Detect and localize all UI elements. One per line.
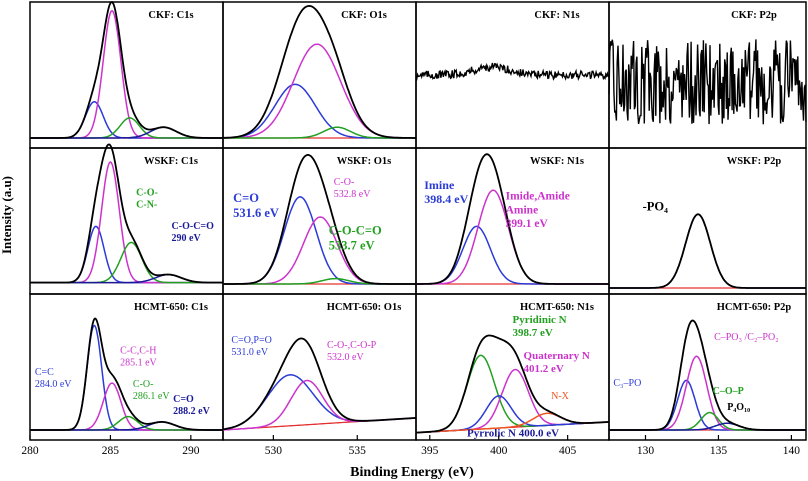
x-tick-label: 535	[349, 445, 367, 457]
panel-frame	[29, 1, 224, 149]
y-axis-label: Intensity (a.u)	[0, 176, 14, 254]
envelope-line	[609, 213, 806, 289]
annotation-label: Quaternary N 401.2 eV	[524, 350, 590, 375]
envelope-line	[416, 153, 609, 285]
annotation-label: C-O-C=O 290 eV	[172, 221, 215, 244]
panel-title: WSKF: N1s	[530, 156, 584, 167]
annotation-label: C=C 284.0 eV	[35, 367, 72, 390]
annotation-label: C-O-,C-O-P 532.0 eV	[327, 340, 377, 363]
panel-title: CKF: P2p	[731, 10, 777, 21]
x-tick-label: 135	[710, 445, 728, 457]
envelope-line	[415, 334, 610, 434]
envelope-line	[222, 4, 416, 139]
peak-pyridinic-n	[415, 354, 610, 434]
envelope-line	[223, 154, 416, 285]
envelope-line	[609, 319, 806, 431]
x-tick-label: 395	[421, 445, 439, 457]
panel-title: HCMT-650: C1s	[134, 302, 208, 313]
peak-c-o-c-o-p	[222, 379, 417, 431]
panel-wskf-n1s: WSKF: N1s Imine 398.4 eV Imide,Amide Amine 39…	[415, 147, 610, 295]
annotation-label: Pyridinic N 398.7 eV	[513, 314, 567, 339]
x-tick-label: 280	[21, 445, 39, 457]
envelope-line	[30, 317, 223, 431]
peak-c-o-c-o	[223, 126, 416, 139]
panel-hcmt-650-c1s: HCMT-650: C1s C-C,C-H 285.1 eV C=C 284.0 eV C…	[21, 293, 224, 457]
peak-c-o	[223, 43, 416, 139]
annotation-label: C=O,P=O 531.0 eV	[231, 335, 271, 358]
annotation-label: Pyrrolic N 400.0 eV	[467, 428, 559, 440]
annotation-label: -PO₄	[643, 199, 669, 213]
panel-wskf-p2p: WSKF: P2p -PO₄	[608, 147, 807, 295]
annotation-label: N-X	[551, 391, 570, 402]
panel-title: HCMT-650: P2p	[717, 302, 792, 313]
annotation-label: C-O-C=O 533.7 eV	[329, 223, 382, 252]
peak-c-o-p-o	[222, 374, 417, 431]
annotation-label: C-O-286.1 eV	[133, 379, 170, 402]
peak-imine	[416, 225, 609, 285]
panel-grid: CKF: C1s CKF: O1s CKF: N1s CKF: P2p WSKF: C1…	[21, 1, 807, 457]
panel-title: WSKF: C1s	[144, 156, 198, 167]
x-tick-label: 285	[102, 445, 120, 457]
panel-title: HCMT-650: N1s	[520, 302, 594, 313]
panel-title: WSKF: O1s	[337, 156, 392, 167]
x-tick-label: 140	[783, 445, 801, 457]
panel-frame	[222, 1, 417, 149]
panel-frame	[608, 293, 807, 441]
annotation-label: C-O-532.8 eV	[334, 177, 371, 200]
panel-wskf-c1s: WSKF: C1s C-O-C-N- C-O-C=O 290 eV	[29, 143, 224, 295]
annotation-label: P₄O₁₀	[727, 402, 750, 413]
panel-frame	[608, 147, 807, 295]
envelope-line	[222, 337, 417, 431]
panel-wskf-o1s: WSKF: O1s C=O 531.6 eV C-O-532.8 eV C-O-C=O 5…	[222, 147, 417, 295]
peak-po4	[609, 213, 806, 289]
x-tick-label: 400	[490, 445, 508, 457]
panel-hcmt-650-p2p: HCMT-650: P2p C–PO₃ /C₂–PO₂ C₃–PO C–O–P P₄O₁…	[608, 293, 807, 457]
spectrum-line	[415, 62, 610, 82]
annotation-label: C=O 531.6 eV	[233, 191, 279, 220]
x-axis-label: Binding Energy (eV)	[350, 465, 474, 480]
annotation-label: C-O-C-N-	[136, 188, 158, 211]
peak-c-o	[30, 117, 223, 139]
peak-c-o	[30, 126, 223, 139]
panel-hcmt-650-o1s: HCMT-650: O1s C=O,P=O 531.0 eV C-O-,C-O-P 53…	[222, 293, 417, 457]
x-tick-label: 530	[265, 445, 283, 457]
annotation-label: C=O 288.2 eV	[173, 394, 210, 417]
panel-ckf-p2p: CKF: P2p	[608, 1, 807, 149]
panel-ckf-c1s: CKF: C1s	[29, 1, 224, 149]
spectrum-line	[608, 39, 807, 125]
envelope-line	[30, 1, 223, 139]
x-tick-label: 290	[182, 445, 200, 457]
panel-ckf-o1s: CKF: O1s	[222, 1, 417, 149]
annotation-label: Imine 398.4 eV	[424, 178, 468, 206]
peak-c-o	[223, 216, 416, 285]
panel-title: CKF: N1s	[534, 10, 579, 21]
envelope-line	[30, 143, 223, 284]
x-tick-label: 405	[559, 445, 577, 457]
annotation-label: C–PO₃ /C₂–PO₂	[714, 332, 779, 343]
panel-ckf-n1s: CKF: N1s	[415, 1, 610, 149]
annotation-label: Imide,Amide Amine 399.1 eV	[506, 191, 570, 231]
annotation-label: C₃–PO	[613, 378, 641, 389]
panel-title: WSKF: P2p	[727, 156, 782, 167]
panel-title: CKF: O1s	[341, 10, 387, 21]
panel-frame	[222, 147, 417, 295]
panel-title: CKF: C1s	[148, 10, 193, 21]
panel-title: HCMT-650: O1s	[327, 302, 402, 313]
annotation-label: C-C,C-H 285.1 eV	[120, 346, 157, 369]
annotation-label: C–O–P	[713, 386, 744, 397]
x-tick-label: 130	[637, 445, 655, 457]
